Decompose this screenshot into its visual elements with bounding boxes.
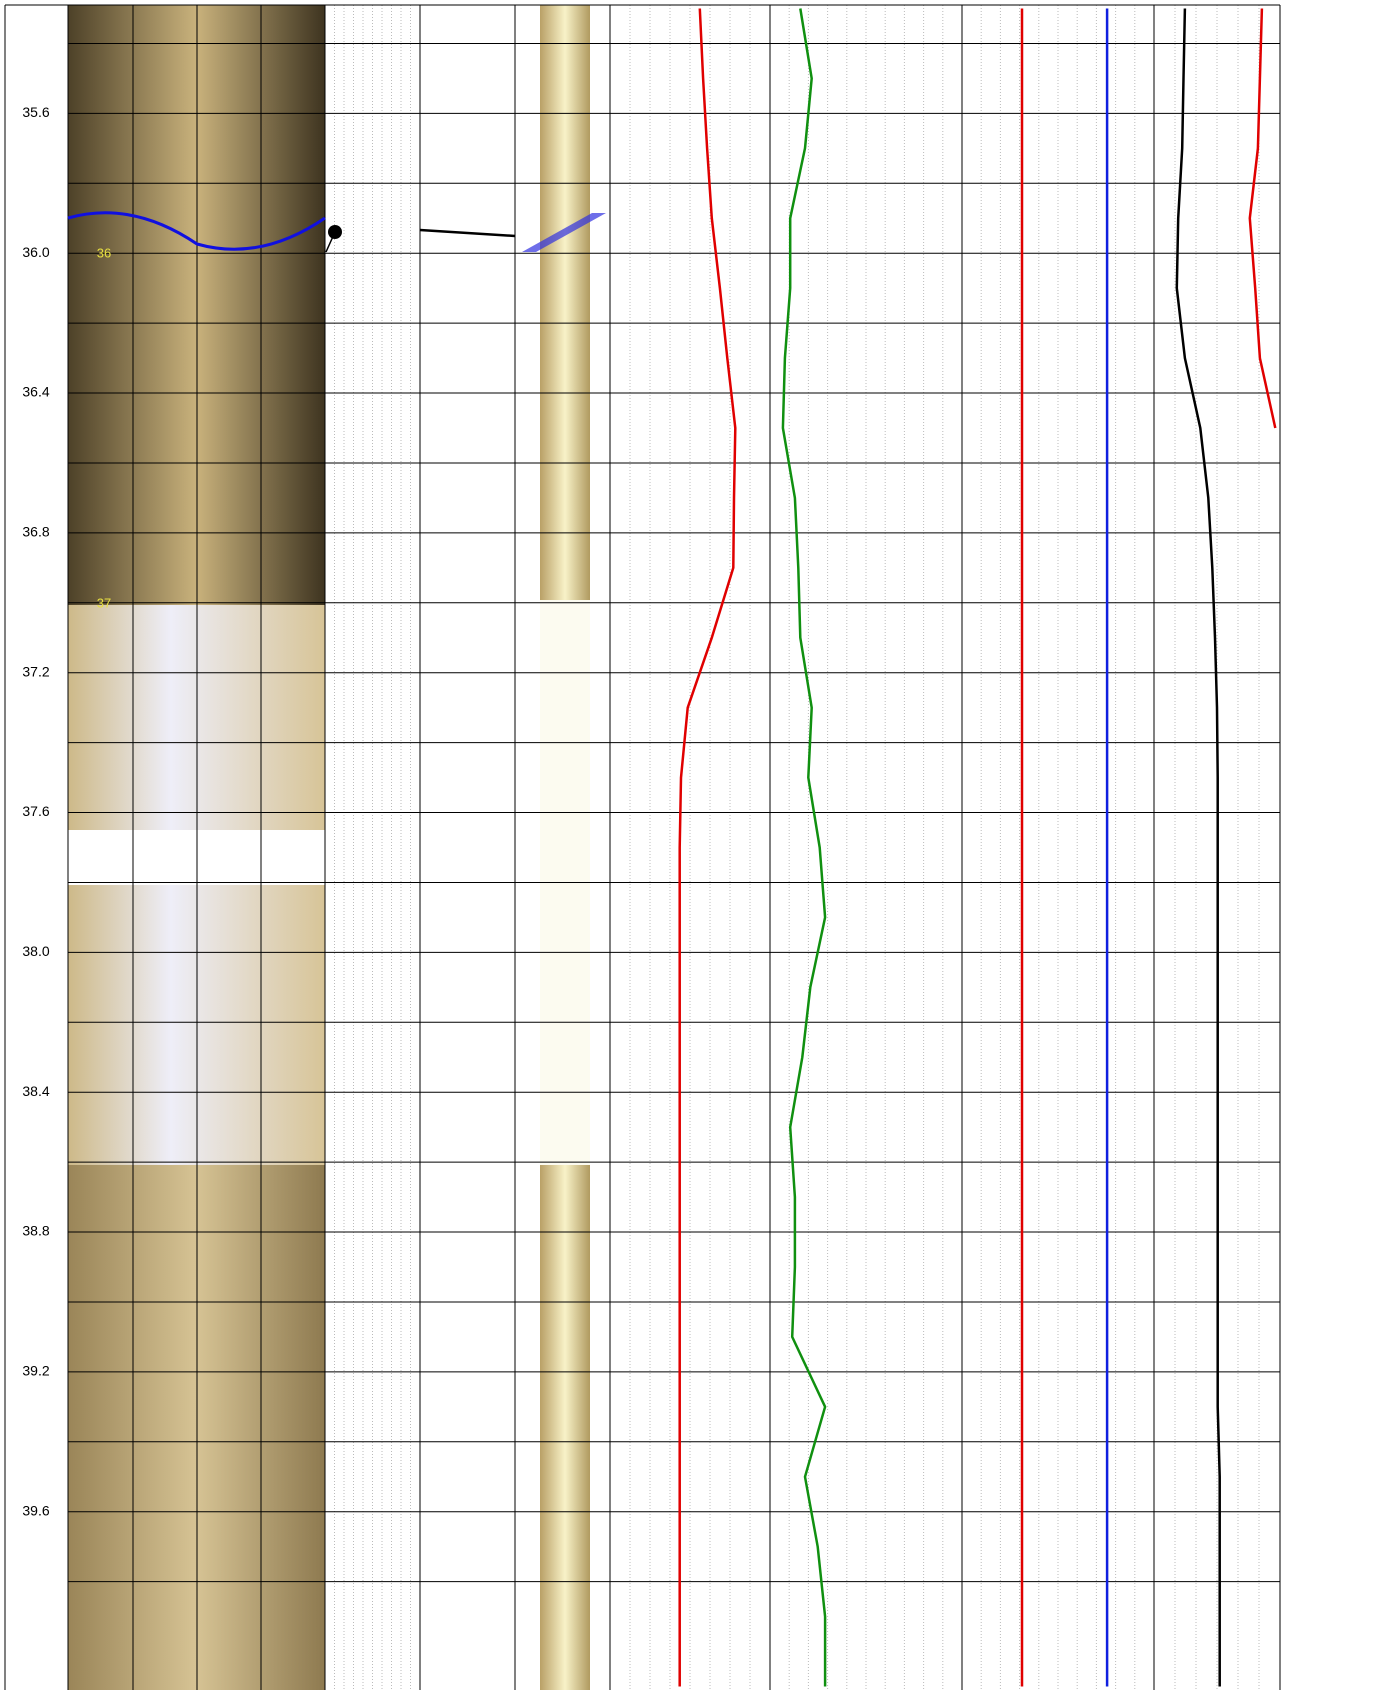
depth-labels: 35.6 36.0 36.4 36.8 37.2 37.6 38.0 38.4 38.8 39.2… (22, 104, 49, 1518)
image-label: 37 (97, 595, 111, 610)
y-tick-label: 38.8 (22, 1223, 49, 1239)
log-curve (1175, 8, 1221, 1687)
y-tick-label: 36.4 (22, 384, 49, 400)
log-curve (1248, 8, 1277, 429)
y-tick-label: 38.0 (22, 943, 49, 959)
core-photo (540, 5, 590, 600)
y-tick-label: 38.4 (22, 1083, 49, 1099)
image-track (68, 5, 590, 1690)
dip-plane (522, 213, 606, 252)
y-tick-label: 37.2 (22, 663, 49, 679)
y-tick-label: 37.6 (22, 803, 49, 819)
log-curve (678, 8, 737, 1687)
y-tick-label: 35.6 (22, 104, 49, 120)
y-tick-label: 39.2 (22, 1363, 49, 1379)
core-photo (540, 1165, 590, 1690)
dip-annotation: 36 37 (67, 211, 606, 610)
curves (678, 8, 1277, 1687)
y-tick-label: 39.6 (22, 1502, 49, 1518)
log-curve (781, 8, 827, 1687)
connector (419, 228, 516, 238)
tadpole-tail (325, 231, 336, 253)
sinusoid (67, 211, 326, 251)
y-tick-label: 36.8 (22, 524, 49, 540)
image-label: 36 (97, 245, 111, 260)
y-tick-label: 36.0 (22, 244, 49, 260)
